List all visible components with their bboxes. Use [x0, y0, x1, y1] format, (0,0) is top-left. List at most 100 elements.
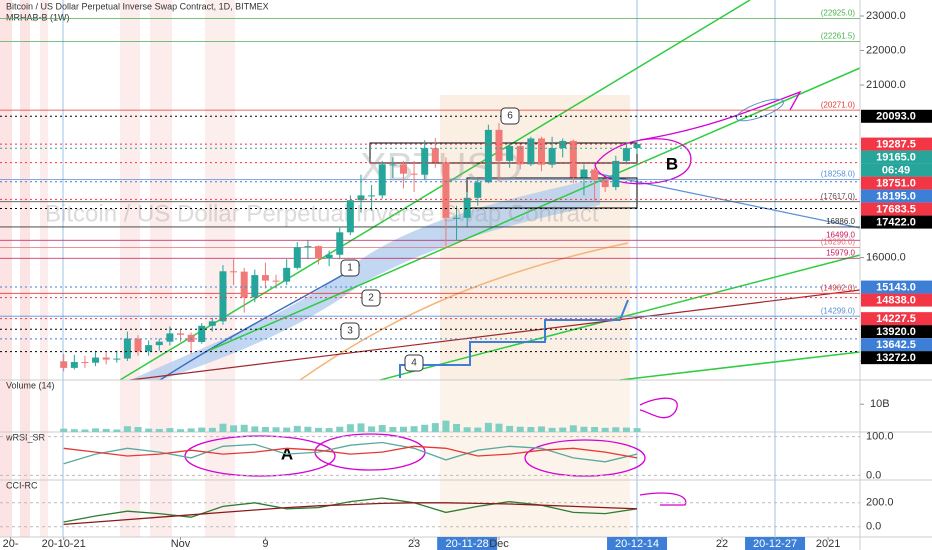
volume-bar [601, 427, 609, 432]
candle-body [601, 179, 609, 188]
chart-title: Bitcoin / US Dollar Perpetual Inverse Sw… [6, 1, 269, 11]
hand-drawing [639, 90, 802, 141]
x-tick-label: 20- [3, 538, 19, 550]
candle-body [60, 361, 68, 368]
level-label: (22925.0) [821, 9, 856, 18]
volume-bar [633, 428, 641, 432]
stripe [40, 0, 48, 537]
trendline [129, 289, 861, 381]
callout [340, 322, 360, 340]
volume-bar [70, 429, 78, 432]
level-label: 16886.0 [826, 217, 855, 226]
annotation: 6 [507, 111, 513, 122]
candle-body [463, 197, 471, 218]
volume-bar [622, 427, 630, 432]
candle-body [357, 195, 365, 201]
price-box [861, 137, 932, 151]
candle-body [527, 138, 535, 165]
level-label: (22261.5) [821, 32, 856, 41]
price-box-label: 19165.0 [876, 151, 916, 163]
volume-bar [219, 423, 227, 432]
price-box-label: 14227.5 [876, 313, 916, 325]
shaded-zone [440, 380, 630, 537]
price-box [861, 163, 932, 177]
candle-body [102, 357, 110, 360]
volume-bar [336, 426, 344, 432]
candle-body [612, 160, 620, 188]
candle-body [336, 232, 344, 255]
candle-body [166, 333, 174, 342]
volume-bar [559, 427, 567, 432]
volume-bar [230, 425, 238, 432]
price-box [861, 109, 932, 123]
level-label: (16290.0) [821, 238, 856, 247]
volume-bar [187, 428, 195, 432]
y-tick-label: 10B [870, 398, 890, 410]
y-tick-label: 22000.0 [866, 44, 906, 56]
candle-body [113, 358, 121, 360]
candle-body [219, 271, 227, 322]
price-box [861, 176, 932, 190]
candle-body [230, 271, 238, 273]
volume-bar [591, 427, 599, 432]
annotation: 3 [347, 326, 353, 337]
x-tick-label: 2021 [816, 538, 840, 550]
annotation: 1 [347, 263, 353, 274]
price-box [861, 189, 932, 203]
volume-bar [261, 427, 269, 432]
date-highlight [745, 537, 806, 550]
candle-body [70, 362, 78, 368]
x-tick-label: 20-10-21 [42, 538, 86, 550]
volume-bar [272, 427, 280, 432]
volume-bar [283, 427, 291, 432]
hand-drawing [735, 98, 785, 122]
volume-bar [463, 427, 471, 432]
level-label: (14962.0) [821, 283, 856, 292]
price-box [861, 312, 932, 326]
indicator-label: MRHAB-B (1W) [6, 12, 70, 22]
volume-bar [484, 422, 492, 432]
candle-body [421, 148, 429, 175]
volume-bar [378, 425, 386, 432]
price-box-label: 18751.0 [876, 177, 916, 189]
hand-drawing [184, 435, 336, 477]
candle-body [155, 341, 163, 346]
candle-body [580, 169, 588, 178]
x-tick-label: 20-12-14 [615, 538, 659, 550]
candle-body [569, 140, 577, 178]
volume-bar [208, 427, 216, 432]
volume-bar [421, 424, 429, 432]
y-tick-label: 200.0 [866, 497, 894, 509]
candle-body [293, 247, 301, 268]
price-box-label: 13642.5 [876, 339, 916, 351]
volume-bar [251, 426, 259, 432]
callout [340, 259, 360, 277]
y-tick-label: 16000.0 [866, 251, 906, 263]
stripe [0, 0, 12, 537]
panel-title: wRSI_SR [5, 432, 46, 442]
volume-bar [506, 425, 514, 432]
decor [0, 0, 861, 537]
candle-body [484, 129, 492, 183]
candle-body [198, 325, 206, 343]
candle-body [81, 362, 89, 364]
candle-body [283, 267, 291, 282]
volume-bar [474, 427, 482, 432]
trendline [619, 351, 861, 381]
price-box [861, 150, 932, 164]
price-box [861, 280, 932, 294]
hand-drawing [524, 439, 646, 477]
candle-body [378, 164, 386, 196]
candle-body [442, 162, 450, 218]
candle-body [431, 148, 439, 163]
price-box-label: 13920.0 [876, 326, 916, 338]
x-tick-label: 22 [716, 538, 728, 550]
annotation: 4 [411, 358, 417, 369]
price-box-label: 13272.0 [876, 352, 916, 364]
level-label: (14299.0) [821, 306, 856, 315]
indicator-line [63, 502, 638, 526]
price-box [861, 293, 932, 307]
volume-bar [516, 426, 524, 432]
x-tick-label: 20-11-28 [446, 538, 489, 550]
